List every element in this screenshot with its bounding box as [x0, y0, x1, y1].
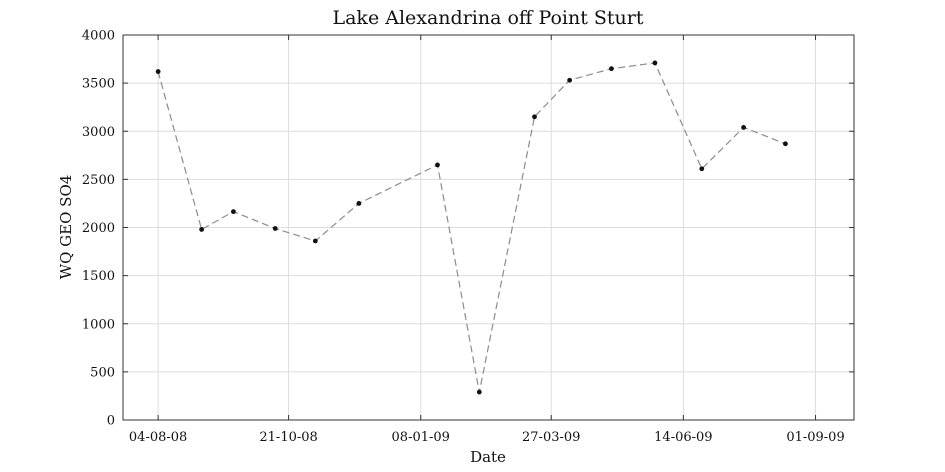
x-tick-label: 01-09-09 [786, 430, 844, 445]
series [155, 60, 788, 395]
data-point [476, 389, 482, 395]
y-tick-label: 0 [107, 414, 115, 429]
x-tick-label: 27-03-09 [522, 430, 580, 445]
grid [123, 34, 854, 421]
x-tick-label: 04-08-08 [129, 430, 187, 445]
y-axis-label: WQ GEO SO4 [57, 175, 75, 280]
x-tick-label: 14-06-09 [654, 430, 712, 445]
x-tick-label: 08-01-09 [392, 430, 450, 445]
y-tick-label: 1500 [82, 269, 115, 284]
y-axis-tick-labels: 0 500 1000 1500 2000 2500 3000 3500 4000 [82, 29, 115, 429]
data-point [199, 227, 205, 232]
data-point [272, 226, 278, 231]
data-point [652, 60, 658, 66]
data-point [609, 66, 614, 72]
data-point [312, 238, 318, 244]
x-axis-label: Date [470, 448, 506, 466]
y-tick-label: 2000 [82, 221, 115, 236]
y-tick-label: 500 [90, 365, 115, 380]
chart-title: Lake Alexandrina off Point Sturt [332, 7, 643, 29]
data-point [741, 125, 746, 130]
data-point [783, 141, 788, 147]
data-point [532, 114, 537, 120]
data-point [567, 77, 573, 83]
y-tick-label: 3000 [82, 125, 115, 140]
data-point [155, 69, 161, 74]
y-tick-label: 2500 [82, 173, 115, 188]
y-tick-label: 3500 [82, 77, 115, 92]
axis-ticks [123, 34, 854, 421]
data-point [699, 166, 705, 172]
data-point [435, 162, 440, 168]
x-tick-label: 21-10-08 [259, 430, 317, 445]
x-axis-tick-labels: 04-08-08 21-10-08 08-01-09 27-03-09 14-06-09… [129, 430, 845, 445]
data-point [231, 209, 236, 215]
y-tick-label: 4000 [82, 29, 115, 44]
y-tick-label: 1000 [82, 317, 115, 332]
data-point [356, 201, 362, 206]
